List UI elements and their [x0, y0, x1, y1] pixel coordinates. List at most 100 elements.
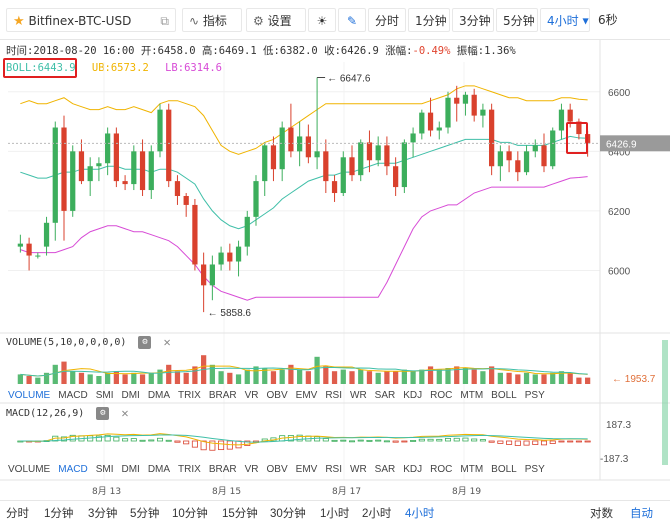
indicator-tab-macd[interactable]: MACD	[58, 390, 88, 401]
volume-bar	[558, 371, 565, 384]
pair-selector[interactable]: ★ Bitfinex-BTC-USD ⧉	[6, 8, 176, 32]
vertical-scrollbar[interactable]	[662, 340, 668, 465]
indicator-tab-dmi[interactable]: DMI	[121, 464, 140, 475]
gear-icon[interactable]: ⚙	[138, 335, 152, 349]
boll-upper-line	[20, 85, 588, 155]
macd-bottom-label: -187.3	[600, 454, 629, 465]
macd-hist-bar	[122, 438, 129, 442]
draw-tool-button[interactable]: ✎	[338, 8, 366, 32]
volume-bar	[349, 371, 355, 384]
bottom-interval-item[interactable]: 2小时	[362, 508, 392, 520]
indicator-tab-emv[interactable]: EMV	[295, 390, 318, 401]
indicator-tab-boll[interactable]: BOLL	[491, 464, 517, 475]
chart-annotations: ← 6647.6 ← 5858.6	[208, 73, 371, 319]
gear-icon[interactable]: ⚙	[96, 406, 110, 420]
candle-body	[113, 133, 119, 182]
indicator-tabs-top: VOLUME MACD SMI DMI DMA TRIX BRAR VR OBV EMV RSI WR…	[0, 390, 600, 406]
indicator-tab-psy[interactable]: PSY	[524, 464, 545, 475]
indicator-tab-obv[interactable]: OBV	[266, 390, 288, 401]
volume-bar	[70, 371, 76, 384]
volume-bar	[288, 364, 294, 384]
indicator-tab-kdj[interactable]: KDJ	[403, 390, 423, 401]
price-axis: 6600 6400 6200 6000 6426.9	[8, 88, 670, 277]
indicator-tab-macd[interactable]: MACD	[58, 464, 88, 475]
macd-hist-bar	[331, 439, 338, 442]
volume-bar	[122, 374, 128, 384]
indicator-tab-rsi[interactable]: RSI	[325, 464, 342, 475]
volume-bar	[427, 366, 434, 384]
indicator-button[interactable]: ∿ 指标	[182, 8, 242, 32]
interval-3min[interactable]: 3分钟	[452, 8, 494, 32]
macd-top-label: 187.3	[606, 420, 631, 431]
indicator-tab-mtm[interactable]: MTM	[460, 390, 484, 401]
log-scale-toggle[interactable]: 对数	[590, 508, 613, 520]
indicator-tab-smi[interactable]: SMI	[95, 390, 114, 401]
auto-scale-toggle[interactable]: 自动	[630, 508, 653, 520]
theme-toggle-button[interactable]: ☀	[308, 8, 336, 32]
bottom-interval-item[interactable]: 4小时	[405, 508, 435, 520]
volume-last-label: ← 1953.7	[612, 374, 656, 385]
volume-bar	[218, 371, 224, 384]
indicator-tab-emv[interactable]: EMV	[295, 464, 318, 475]
indicator-tab-vr[interactable]: VR	[244, 390, 259, 401]
bottom-interval-item[interactable]: 3分钟	[88, 508, 118, 520]
indicator-tab-smi[interactable]: SMI	[95, 464, 114, 475]
indicator-tab-brar[interactable]: BRAR	[208, 390, 237, 401]
indicator-tab-sar[interactable]: SAR	[374, 390, 396, 401]
indicator-tab-brar[interactable]: BRAR	[208, 464, 237, 475]
bottom-interval-item[interactable]: 1小时	[320, 508, 350, 520]
indicator-tab-kdj[interactable]: KDJ	[403, 464, 423, 475]
close-icon[interactable]: ✕	[121, 406, 129, 420]
volume-bar	[26, 376, 32, 384]
settings-button[interactable]: ⚙ 设置	[246, 8, 306, 32]
macd-hist-bar	[497, 440, 504, 444]
candle-body	[349, 157, 355, 176]
volume-bar	[105, 372, 111, 384]
indicator-tab-wr[interactable]: WR	[350, 464, 367, 475]
candle-body	[192, 204, 198, 265]
indicator-tab-mtm[interactable]: MTM	[460, 464, 484, 475]
interval-dropdown[interactable]: 4小时 ▼	[540, 8, 590, 32]
star-icon[interactable]: ★	[13, 14, 25, 29]
bottom-interval-item[interactable]: 5分钟	[130, 508, 160, 520]
pencil-icon: ✎	[346, 14, 358, 28]
volume-bar	[576, 377, 582, 384]
indicator-tab-dma[interactable]: DMA	[147, 464, 171, 475]
indicator-tab-trix[interactable]: TRIX	[178, 390, 201, 401]
indicator-tab-trix[interactable]: TRIX	[178, 464, 201, 475]
indicator-tab-obv[interactable]: OBV	[266, 464, 288, 475]
candle-body	[235, 246, 242, 262]
candle-body	[567, 109, 573, 122]
bottom-interval-item[interactable]: 15分钟	[222, 508, 258, 520]
candle-body	[532, 145, 538, 152]
indicator-tab-wr[interactable]: WR	[350, 390, 367, 401]
interval-fenshi[interactable]: 分时	[368, 8, 406, 32]
bottom-interval-item[interactable]: 10分钟	[172, 508, 208, 520]
indicator-tab-sar[interactable]: SAR	[374, 464, 396, 475]
indicator-tab-psy[interactable]: PSY	[524, 390, 545, 401]
interval-5min[interactable]: 5分钟	[496, 8, 538, 32]
volume-bar	[227, 372, 233, 384]
indicator-tab-boll[interactable]: BOLL	[491, 390, 517, 401]
indicator-tab-volume[interactable]: VOLUME	[8, 390, 51, 401]
bottom-interval-item[interactable]: 1分钟	[44, 508, 74, 520]
bottom-interval-bar: 对数 自动 分时 1分钟 3分钟 5分钟 10分钟 15分钟 30分钟 1小时 2小时 4小时	[0, 500, 670, 521]
candle-body	[393, 166, 399, 188]
macd-hist-bar	[444, 438, 452, 442]
indicator-tabs-bottom: VOLUME MACD SMI DMI DMA TRIX BRAR VR OBV EMV RSI WR…	[0, 464, 600, 480]
indicator-tab-vr[interactable]: VR	[244, 464, 259, 475]
ohlc-info: 时间:2018-08-20 16:00 开:6458.0 高:6469.1 低:…	[6, 45, 516, 57]
indicator-tab-volume[interactable]: VOLUME	[8, 464, 51, 475]
indicator-tab-roc[interactable]: ROC	[430, 464, 453, 475]
indicator-tab-roc[interactable]: ROC	[430, 390, 453, 401]
bottom-interval-item[interactable]: 分时	[6, 508, 29, 520]
indicator-tab-rsi[interactable]: RSI	[325, 390, 342, 401]
macd-hist-bar	[506, 440, 513, 445]
bottom-interval-item[interactable]: 30分钟	[270, 508, 306, 520]
indicator-tab-dmi[interactable]: DMI	[121, 390, 140, 401]
indicator-tab-dma[interactable]: DMA	[147, 390, 171, 401]
popout-icon[interactable]: ⧉	[160, 14, 169, 28]
interval-1min[interactable]: 1分钟	[408, 8, 450, 32]
close-icon[interactable]: ✕	[163, 335, 171, 349]
